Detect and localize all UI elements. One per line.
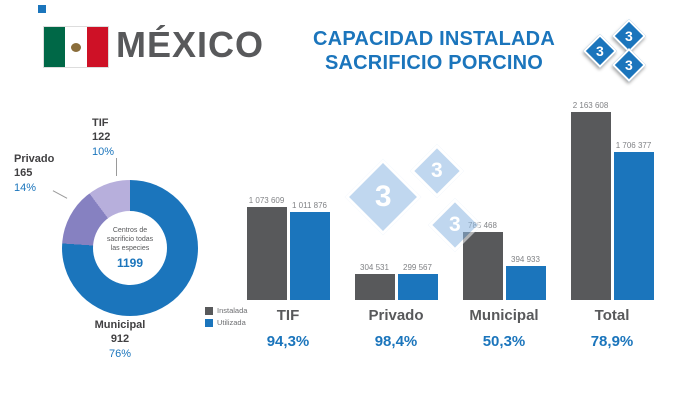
bar-chart: 1 073 609 1 011 876 TIF 94,3% 304 531 29… (240, 100, 660, 370)
leader-line (116, 158, 117, 176)
legend-swatch-utilizada (205, 318, 213, 327)
bar-utilizada (505, 266, 546, 300)
donut-label-privado: Privado 165 14% (14, 152, 54, 195)
flag-green-stripe (44, 27, 66, 67)
donut-center-text: las especies (110, 245, 150, 253)
bar-instalada (462, 232, 503, 300)
flag-red-stripe (86, 27, 108, 67)
legend-item-utilizada: Utilizada (205, 318, 247, 327)
slice-name: TIF (92, 117, 109, 129)
bar-column: 1 706 377 (613, 100, 654, 300)
donut-label-municipal: Municipal 912 76% (84, 318, 156, 361)
legend-label: Instalada (217, 306, 248, 315)
logo-diamond-icon: 3 (583, 34, 617, 68)
bar-column: 785 468 (462, 100, 503, 300)
bar-pair: 2 163 608 1 706 377 (570, 100, 654, 300)
bar-value-label: 299 567 (403, 263, 432, 272)
bar-column: 394 933 (505, 100, 546, 300)
logo-digit: 3 (625, 56, 633, 73)
bar-value-label: 1 073 609 (248, 196, 285, 205)
bar-utilizada (613, 152, 654, 300)
flag-white-stripe (65, 27, 87, 67)
bar-column: 299 567 (397, 100, 438, 300)
bar-group-municipal: 785 468 394 933 Municipal 50,3% (456, 100, 552, 370)
donut-center-text: Centros de (112, 226, 148, 234)
flag-emblem (70, 43, 81, 52)
category-label: Total (594, 307, 630, 324)
legend-swatch-instalada (205, 306, 213, 315)
bar-instalada (570, 112, 611, 300)
category-percent: 98,4% (374, 333, 418, 350)
category-percent: 94,3% (266, 333, 310, 350)
bar-column: 1 073 609 (246, 100, 287, 300)
category-label: Municipal (469, 307, 539, 324)
accent-square (38, 5, 46, 13)
brand-logo-333: 3 3 3 (583, 19, 662, 84)
bar-column: 1 011 876 (289, 100, 330, 300)
bar-instalada (354, 274, 395, 300)
bar-instalada (246, 207, 287, 300)
bar-value-label: 1 706 377 (615, 141, 652, 150)
bar-value-label: 2 163 608 (572, 101, 609, 110)
bar-value-label: 394 933 (511, 255, 540, 264)
title-line2: SACRIFICIO PORCINO (324, 51, 544, 74)
bar-pair: 304 531 299 567 (354, 100, 438, 300)
bar-pair: 785 468 394 933 (462, 100, 546, 300)
mexico-flag-icon (44, 27, 108, 67)
slice-value: 165 (14, 167, 33, 180)
category-percent: 78,9% (590, 333, 634, 350)
slice-name: Privado (14, 153, 55, 165)
slice-name: Municipal (94, 319, 146, 331)
slice-value: 912 (110, 333, 130, 346)
donut-label-tif: TIF 122 10% (92, 116, 114, 159)
bar-group-total: 2 163 608 1 706 377 Total 78,9% (564, 100, 660, 370)
donut-ring: Centros de sacrificio todas las especies… (62, 180, 198, 316)
donut-center: Centros de sacrificio todas las especies… (93, 211, 167, 285)
category-percent: 50,3% (482, 333, 526, 350)
category-label: Privado (368, 307, 424, 324)
bar-utilizada (289, 212, 330, 300)
bar-value-label: 785 468 (468, 221, 497, 230)
donut-total: 1199 (116, 256, 144, 271)
slice-percent: 10% (92, 145, 115, 158)
chart-legend: Instalada Utilizada (205, 306, 247, 330)
title-line1: CAPACIDAD INSTALADA (313, 28, 555, 50)
donut-center-text: sacrificio todas (106, 235, 154, 243)
leader-line (52, 190, 68, 199)
slice-percent: 14% (14, 181, 37, 194)
category-label: TIF (276, 307, 300, 324)
slice-value: 122 (92, 131, 111, 144)
logo-digit: 3 (596, 42, 604, 59)
logo-digit: 3 (625, 27, 633, 44)
bar-value-label: 1 011 876 (292, 201, 327, 210)
legend-item-instalada: Instalada (205, 306, 247, 315)
logo-diamond-icon: 3 (612, 48, 646, 82)
page-title: CAPACIDAD INSTALADA SACRIFICIO PORCINO (288, 28, 580, 75)
bar-pair: 1 073 609 1 011 876 (246, 100, 330, 300)
bar-group-tif: 1 073 609 1 011 876 TIF 94,3% (240, 100, 336, 370)
bar-group-privado: 304 531 299 567 Privado 98,4% (348, 100, 444, 370)
country-title: MÉXICO (116, 24, 265, 65)
slice-percent: 76% (108, 347, 132, 360)
bar-column: 304 531 (354, 100, 395, 300)
legend-label: Utilizada (217, 318, 246, 327)
bar-column: 2 163 608 (570, 100, 611, 300)
bar-value-label: 304 531 (360, 263, 389, 272)
bar-utilizada (397, 274, 438, 300)
